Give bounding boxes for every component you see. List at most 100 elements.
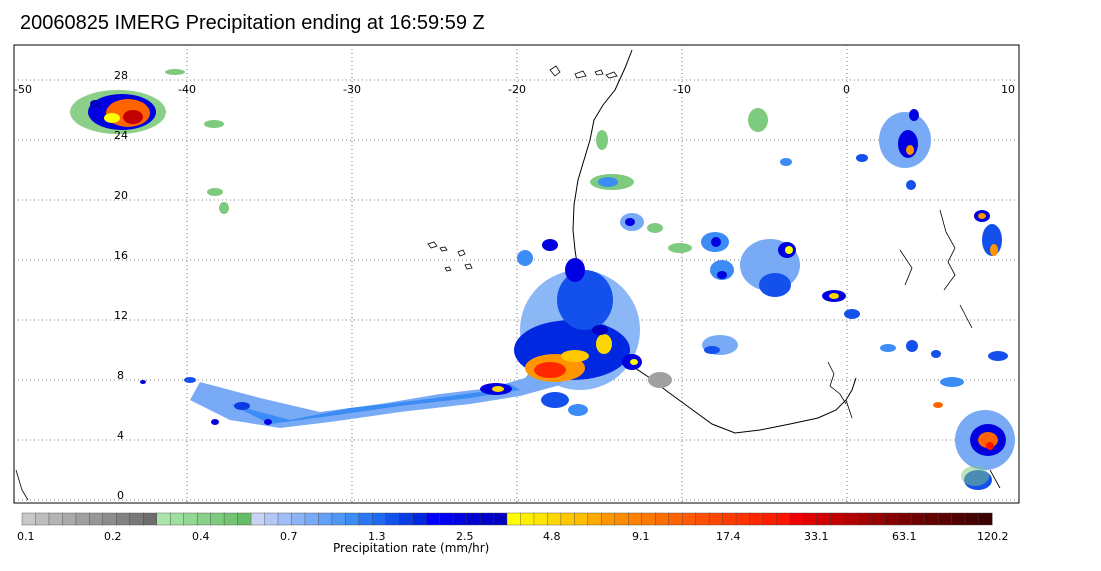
colorbar-cell <box>210 512 225 526</box>
colorbar-cell <box>385 512 400 526</box>
colorbar-cell <box>412 512 427 526</box>
colorbar-cell <box>937 512 953 526</box>
colorbar-cell <box>156 512 171 526</box>
lon-label: 10 <box>1001 83 1015 96</box>
colorbar-cell <box>951 512 966 526</box>
longitude-labels: -50 -40 -30 -20 -10 0 10 <box>14 83 1015 96</box>
colorbar-cell <box>466 512 481 526</box>
lon-label: -50 <box>14 83 32 96</box>
map-title: 20060825 IMERG Precipitation ending at 1… <box>20 12 485 34</box>
colorbar-cell <box>277 512 292 526</box>
colorbar-cell <box>587 512 602 526</box>
colorbar-cell <box>291 512 306 526</box>
canary-islands <box>549 65 618 79</box>
colorbar-cell <box>722 512 737 526</box>
colorbar-cell <box>223 512 239 526</box>
colorbar-cell <box>749 512 764 526</box>
lat-label: 0 <box>117 489 124 502</box>
colorbar-cell <box>399 512 414 526</box>
cape-verde-islands <box>427 241 473 272</box>
colorbar-tick-label: 17.4 <box>716 530 741 543</box>
colorbar-cell <box>452 512 468 526</box>
colorbar-cell <box>237 512 252 526</box>
colorbar-cell <box>830 512 845 526</box>
colorbar-cell <box>183 512 198 526</box>
colorbar-cell <box>533 512 548 526</box>
colorbar-cell <box>250 512 265 526</box>
latitude-labels: 28 24 20 16 12 8 4 0 <box>114 69 128 502</box>
colorbar-cell <box>897 512 912 526</box>
colorbar-cell <box>857 512 872 526</box>
colorbar-cell <box>816 512 831 526</box>
colorbar-cell <box>196 512 212 526</box>
colorbar-cell <box>372 512 387 526</box>
precipitation-field <box>70 69 1015 490</box>
lon-label: -20 <box>508 83 526 96</box>
colorbar-cell <box>708 512 724 526</box>
colorbar-cell <box>884 512 899 526</box>
colorbar-cells <box>21 512 993 526</box>
colorbar-cell <box>870 512 885 526</box>
coastline-fragments <box>15 209 1001 501</box>
colorbar-tick-label: 9.1 <box>632 530 650 543</box>
colorbar-cell <box>924 512 939 526</box>
colorbar-cell <box>776 512 791 526</box>
colorbar-cell <box>641 512 656 526</box>
colorbar-tick-label: 4.8 <box>543 530 561 543</box>
colorbar-cell <box>668 512 683 526</box>
colorbar-cell <box>75 512 90 526</box>
colorbar-tick-label: 0.7 <box>280 530 298 543</box>
colorbar-cell <box>560 512 575 526</box>
colorbar-cell <box>978 512 993 526</box>
lat-label: 12 <box>114 309 128 322</box>
colorbar-cell <box>143 512 158 526</box>
colorbar-cell <box>35 512 50 526</box>
colorbar-cell <box>48 512 63 526</box>
colorbar-cell <box>331 512 346 526</box>
colorbar-cell <box>425 512 441 526</box>
colorbar-cell <box>654 512 670 526</box>
colorbar-tick-label: 0.2 <box>104 530 122 543</box>
lat-label: 16 <box>114 249 128 262</box>
colorbar-cell <box>439 512 454 526</box>
colorbar-unit-label: Precipitation rate (mm/hr) <box>333 541 490 555</box>
colorbar-tick-label: 2.5 <box>456 530 474 543</box>
lat-label: 28 <box>114 69 128 82</box>
colorbar-cell <box>628 512 643 526</box>
colorbar-cell <box>304 512 319 526</box>
map-frame <box>13 44 1020 504</box>
colorbar-cell <box>264 512 279 526</box>
colorbar-cell <box>129 512 144 526</box>
colorbar-cell <box>614 512 629 526</box>
lat-label: 4 <box>117 429 124 442</box>
colorbar-cell <box>493 512 508 526</box>
colorbar-cell <box>318 512 333 526</box>
colorbar-cell <box>21 512 36 526</box>
colorbar-cell <box>479 512 495 526</box>
colorbar-cell <box>358 512 373 526</box>
colorbar-cell <box>116 512 131 526</box>
colorbar-cell <box>89 512 104 526</box>
colorbar-tick-label: 0.1 <box>17 530 35 543</box>
graticule <box>14 45 1019 503</box>
lat-label: 24 <box>114 129 128 142</box>
colorbar-cell <box>803 512 818 526</box>
lat-label: 20 <box>114 189 128 202</box>
colorbar-cell <box>789 512 804 526</box>
colorbar-cell <box>102 512 117 526</box>
colorbar-tick-label: 120.2 <box>977 530 1009 543</box>
colorbar-tick-label: 1.3 <box>368 530 386 543</box>
colorbar-cell <box>681 512 697 526</box>
colorbar-cell <box>62 512 77 526</box>
colorbar-cell <box>547 512 562 526</box>
colorbar-ticks: 0.1 0.2 0.4 0.7 1.3 2.5 4.8 9.1 17.4 33.… <box>17 530 1009 543</box>
colorbar-cell <box>345 512 360 526</box>
lon-label: -40 <box>178 83 196 96</box>
colorbar-cell <box>574 512 589 526</box>
lon-label: -10 <box>673 83 691 96</box>
colorbar-cell <box>762 512 777 526</box>
colorbar-tick-label: 0.4 <box>192 530 210 543</box>
colorbar-cell <box>843 512 858 526</box>
